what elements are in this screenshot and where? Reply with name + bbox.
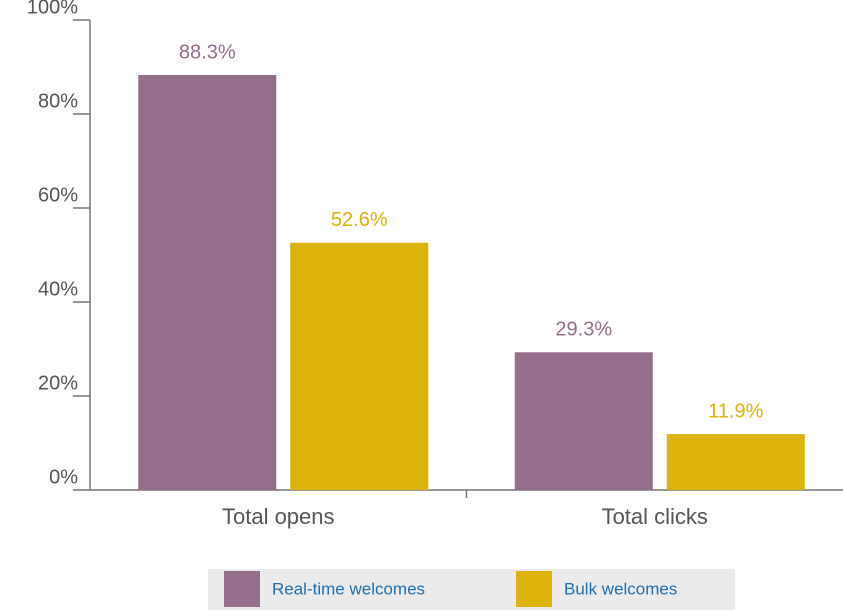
y-tick-label: 100%: [27, 0, 78, 18]
y-tick-label: 0%: [49, 466, 78, 488]
y-tick-label: 60%: [38, 184, 78, 206]
y-tick-label: 40%: [38, 278, 78, 300]
legend-background: [208, 569, 735, 610]
legend-swatch: [516, 571, 552, 607]
value-label: 52.6%: [331, 209, 388, 231]
x-tick-label: Total opens: [222, 504, 335, 529]
value-label: 11.9%: [708, 400, 763, 422]
y-tick-label: 20%: [38, 372, 78, 394]
bar: [666, 434, 805, 490]
bar: [138, 74, 277, 491]
x-tick-label: Total clicks: [602, 504, 708, 529]
legend-label: Bulk welcomes: [564, 579, 677, 598]
legend-label: Real-time welcomes: [272, 579, 425, 598]
value-label: 29.3%: [555, 319, 612, 341]
y-tick-label: 80%: [38, 90, 78, 112]
bar: [514, 352, 653, 490]
legend-swatch: [224, 571, 260, 607]
bar: [290, 242, 429, 490]
value-label: 88.3%: [179, 41, 236, 63]
